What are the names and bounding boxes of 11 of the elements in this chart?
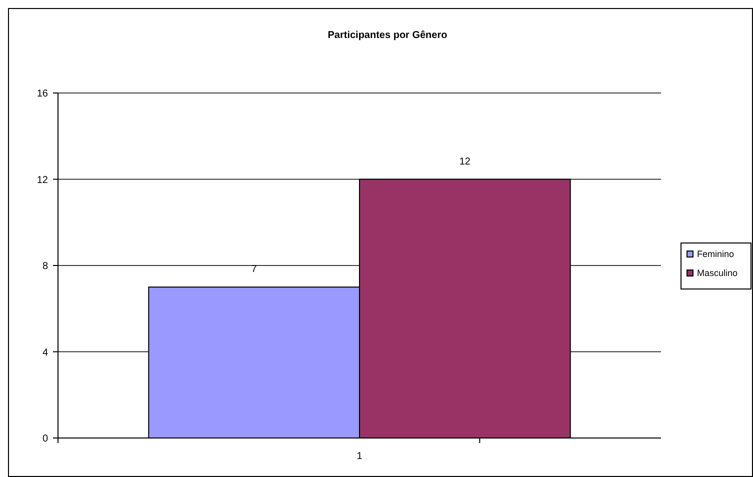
- y-tick-label: 0: [42, 434, 48, 444]
- chart-title: Participantes por Gênero: [328, 30, 448, 41]
- data-label: 7: [251, 264, 258, 276]
- y-tick-label: 8: [42, 261, 48, 272]
- legend-label: Masculino: [697, 268, 738, 278]
- data-label: 12: [459, 156, 471, 168]
- y-tick-label: 4: [42, 347, 48, 358]
- y-tick-label: 16: [36, 88, 48, 100]
- legend-label: Feminino: [697, 249, 734, 260]
- x-tick-label: 1: [356, 451, 363, 462]
- y-tick-label: 12: [36, 174, 48, 186]
